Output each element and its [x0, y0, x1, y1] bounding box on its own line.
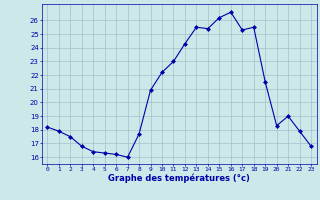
X-axis label: Graphe des températures (°c): Graphe des températures (°c) — [108, 173, 250, 183]
